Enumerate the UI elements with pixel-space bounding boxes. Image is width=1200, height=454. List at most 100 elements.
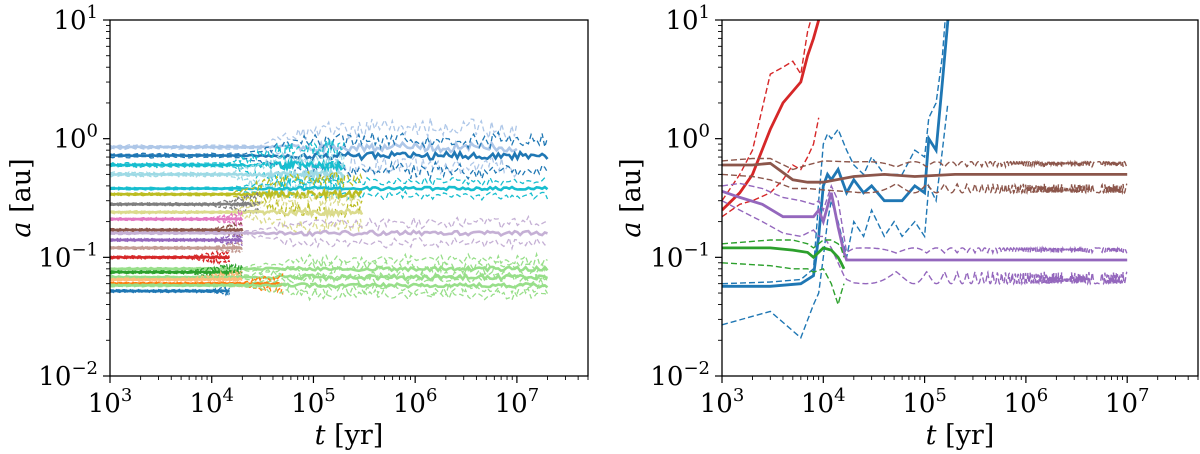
x-tick-base: 10 xyxy=(393,389,426,419)
series-apocenter-blue xyxy=(722,20,946,285)
series-pericenter-purple xyxy=(722,200,1128,286)
left-y-label-var: a xyxy=(6,222,37,238)
x-tick-label: 107 xyxy=(495,385,540,419)
x-tick-label: 107 xyxy=(1105,385,1150,419)
y-tick-base: 10 xyxy=(665,125,698,155)
y-tick-base: 10 xyxy=(650,362,683,392)
series-line-planet-13 xyxy=(110,245,243,251)
left-plot-area xyxy=(110,117,549,302)
series-pericenter-planet-2 xyxy=(110,155,549,182)
y-tick-exp: 0 xyxy=(87,121,98,142)
series-apocenter-brown xyxy=(722,157,1128,171)
x-tick-label: 106 xyxy=(393,385,438,419)
y-tick-base: 10 xyxy=(38,243,71,273)
right-x-label-var: t xyxy=(926,420,937,451)
series-line-planet-20 xyxy=(110,281,549,290)
series-line-brown xyxy=(722,161,1128,184)
series-line-planet-15 xyxy=(110,264,549,273)
series-line-blue xyxy=(722,20,950,288)
series-line-planet-6 xyxy=(110,187,363,203)
y-tick-label: 101 xyxy=(53,2,98,36)
x-tick-base: 10 xyxy=(88,389,121,419)
series-pericenter-planet-3 xyxy=(110,164,345,194)
left-x-label-unit: [yr] xyxy=(326,420,384,451)
x-tick-exp: 6 xyxy=(1037,385,1048,406)
y-tick-base: 10 xyxy=(53,125,86,155)
series-line-planet-8 xyxy=(110,204,364,221)
y-tick-exp: −2 xyxy=(683,358,710,379)
y-tick-exp: −1 xyxy=(71,239,98,260)
series-line-purple xyxy=(722,189,1128,262)
left-x-label-var: t xyxy=(315,420,326,451)
y-tick-label: 101 xyxy=(665,2,710,36)
y-tick-label: 10−1 xyxy=(38,239,98,273)
series-apocenter-green xyxy=(722,239,845,258)
series-pericenter-brown xyxy=(722,173,1128,195)
series-apocenter-purple xyxy=(722,182,1128,256)
left-y-label-unit: [au] xyxy=(6,158,37,221)
series-line-planet-12 xyxy=(110,236,243,243)
y-tick-base: 10 xyxy=(665,6,698,36)
x-tick-base: 10 xyxy=(1105,389,1138,419)
series-line-planet-3 xyxy=(110,156,346,175)
series-apocenter-red xyxy=(722,20,812,202)
series-line-planet-11 xyxy=(110,229,548,238)
left-y-axis-label: a [au] xyxy=(6,158,37,237)
series-line-planet-5 xyxy=(110,185,549,192)
series-line-planet-21 xyxy=(110,289,230,294)
x-tick-label: 104 xyxy=(189,385,234,419)
series-line-planet-4 xyxy=(110,167,346,183)
right-axes-frame xyxy=(721,19,1199,377)
x-tick-base: 10 xyxy=(189,389,222,419)
x-tick-exp: 6 xyxy=(426,385,437,406)
right-y-label-var: a xyxy=(616,222,647,238)
x-tick-exp: 3 xyxy=(121,385,132,406)
series-pericenter-blue xyxy=(722,102,949,339)
series-pericenter-planet-1 xyxy=(110,146,518,178)
y-tick-label: 100 xyxy=(53,121,98,155)
series-line-planet-18 xyxy=(110,276,243,283)
x-tick-exp: 7 xyxy=(528,385,539,406)
x-tick-exp: 4 xyxy=(223,385,234,406)
series-line-planet-14 xyxy=(110,254,230,261)
x-tick-exp: 5 xyxy=(935,385,946,406)
series-line-planet-16 xyxy=(110,267,243,276)
right-x-label-unit: [yr] xyxy=(937,420,995,451)
y-tick-label: 10−2 xyxy=(38,358,98,392)
left-axes-frame xyxy=(109,19,589,377)
series-pericenter-red xyxy=(722,117,820,218)
y-tick-label: 10−1 xyxy=(650,239,710,273)
x-tick-label: 103 xyxy=(88,385,133,419)
right-y-label-unit: [au] xyxy=(616,158,647,221)
x-tick-label: 104 xyxy=(801,385,846,419)
y-tick-exp: 1 xyxy=(699,2,710,23)
x-tick-exp: 3 xyxy=(733,385,744,406)
x-tick-base: 10 xyxy=(495,389,528,419)
y-tick-exp: 0 xyxy=(699,121,710,142)
series-line-planet-9 xyxy=(110,216,244,222)
series-line-green xyxy=(722,246,846,270)
x-tick-exp: 5 xyxy=(324,385,335,406)
series-apocenter-planet-3 xyxy=(110,138,345,166)
x-tick-base: 10 xyxy=(902,389,935,419)
y-tick-exp: 1 xyxy=(87,2,98,23)
series-pericenter-planet-4 xyxy=(110,174,345,198)
y-tick-exp: −1 xyxy=(683,239,710,260)
series-apocenter-planet-2 xyxy=(110,129,549,156)
series-pericenter-green xyxy=(722,262,845,308)
series-line-planet-17 xyxy=(110,272,549,282)
y-tick-base: 10 xyxy=(650,243,683,273)
x-tick-base: 10 xyxy=(1004,389,1037,419)
series-pericenter-planet-13 xyxy=(110,247,243,255)
y-tick-base: 10 xyxy=(53,6,86,36)
x-tick-base: 10 xyxy=(291,389,324,419)
x-tick-exp: 7 xyxy=(1138,385,1149,406)
left-x-axis-label: t [yr] xyxy=(315,420,384,451)
x-tick-label: 105 xyxy=(291,385,336,419)
y-tick-base: 10 xyxy=(38,362,71,392)
x-tick-label: 105 xyxy=(902,385,947,419)
